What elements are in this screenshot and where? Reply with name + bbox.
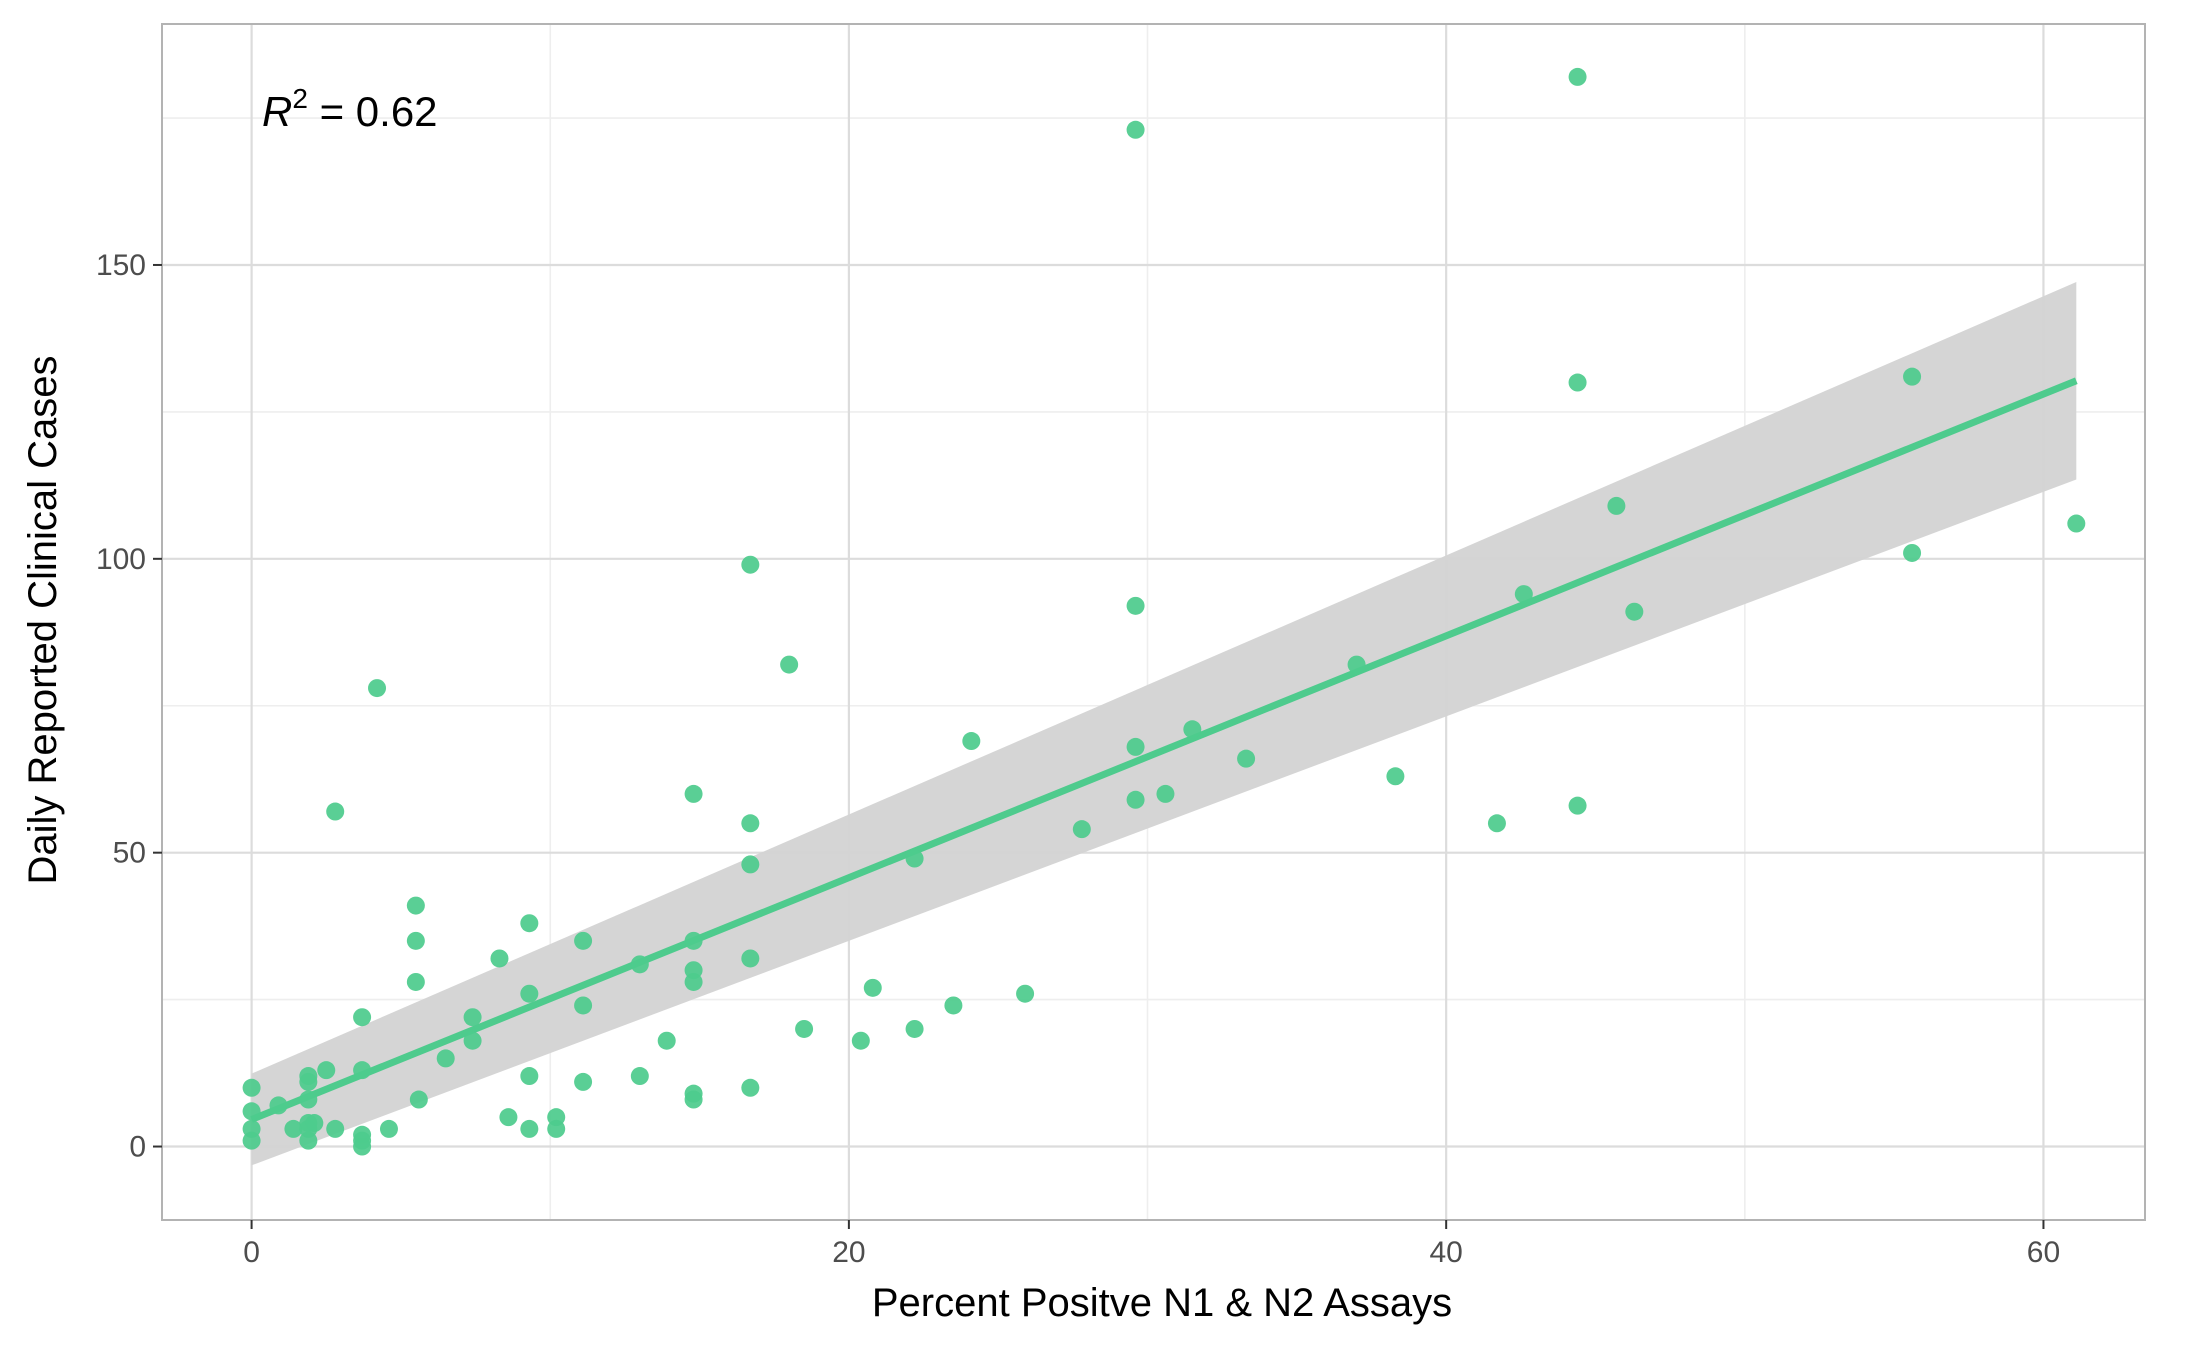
data-point xyxy=(741,555,760,574)
y-tick-label: 150 xyxy=(96,249,146,282)
x-tick-label: 40 xyxy=(1429,1236,1462,1269)
data-point xyxy=(463,1031,482,1050)
data-point xyxy=(1568,796,1587,815)
data-point xyxy=(1347,655,1366,674)
data-point xyxy=(368,679,387,698)
data-point xyxy=(326,802,345,821)
data-points xyxy=(242,67,2086,1156)
data-point xyxy=(1903,543,1922,562)
data-point xyxy=(684,784,703,803)
data-point xyxy=(574,996,593,1015)
data-point xyxy=(630,1067,649,1086)
data-point xyxy=(684,931,703,950)
data-point xyxy=(520,1119,539,1138)
data-point xyxy=(409,1090,428,1109)
data-point xyxy=(490,949,509,968)
data-point xyxy=(547,1119,566,1138)
data-point xyxy=(353,1137,372,1156)
data-point xyxy=(657,1031,676,1050)
data-point xyxy=(1183,720,1202,739)
data-point xyxy=(1126,596,1145,615)
data-point xyxy=(1126,790,1145,809)
data-point xyxy=(299,1090,318,1109)
data-point xyxy=(905,849,924,868)
data-point xyxy=(630,955,649,974)
panel-border xyxy=(161,23,2146,1221)
data-point xyxy=(406,972,425,991)
data-point xyxy=(1514,585,1533,604)
data-point xyxy=(1386,767,1405,786)
data-point xyxy=(269,1096,288,1115)
data-point xyxy=(305,1114,324,1133)
data-point xyxy=(863,978,882,997)
x-tick-label: 20 xyxy=(832,1236,865,1269)
data-point xyxy=(741,949,760,968)
data-point xyxy=(1072,820,1091,839)
data-point xyxy=(574,931,593,950)
data-point xyxy=(284,1119,303,1138)
data-point xyxy=(463,1008,482,1027)
r-squared-sup: 2 xyxy=(292,83,308,114)
y-axis-ticks: 0 50 100 150 xyxy=(96,249,162,1164)
data-point xyxy=(574,1072,593,1091)
x-tick-label: 0 xyxy=(243,1236,260,1269)
data-point xyxy=(944,996,963,1015)
data-point xyxy=(299,1131,318,1150)
data-point xyxy=(242,1078,261,1097)
regression-line xyxy=(250,377,2078,1123)
y-tick-label: 100 xyxy=(96,543,146,576)
r-squared-value: = 0.62 xyxy=(308,88,438,135)
data-point xyxy=(406,931,425,950)
data-point xyxy=(353,1061,372,1080)
data-point xyxy=(353,1008,372,1027)
data-point xyxy=(1126,737,1145,756)
data-point xyxy=(1903,367,1922,386)
data-point xyxy=(520,1067,539,1086)
data-point xyxy=(741,855,760,874)
data-point xyxy=(1625,602,1644,621)
y-tick-label: 50 xyxy=(113,837,146,870)
data-point xyxy=(242,1131,261,1150)
r-squared-var: R xyxy=(262,88,292,135)
data-point xyxy=(851,1031,870,1050)
data-point xyxy=(242,1102,261,1121)
data-point xyxy=(684,972,703,991)
data-point xyxy=(741,814,760,833)
data-point xyxy=(1568,373,1587,392)
x-axis-ticks: 0 20 40 60 xyxy=(243,1220,2060,1269)
data-point xyxy=(684,1090,703,1109)
data-point xyxy=(379,1119,398,1138)
data-point xyxy=(1237,749,1256,768)
data-point xyxy=(326,1119,345,1138)
data-point xyxy=(780,655,799,674)
data-point xyxy=(1568,67,1587,86)
data-point xyxy=(2067,514,2086,533)
data-point xyxy=(1126,120,1145,139)
data-point xyxy=(406,896,425,915)
r-squared-annotation: R2 = 0.62 xyxy=(262,83,438,135)
x-tick-label: 60 xyxy=(2027,1236,2060,1269)
data-point xyxy=(1607,496,1626,515)
data-point xyxy=(299,1072,318,1091)
data-point xyxy=(317,1061,336,1080)
data-point xyxy=(1487,814,1506,833)
data-point xyxy=(499,1108,518,1127)
data-point xyxy=(436,1049,455,1068)
y-axis-title: Daily Reported Clinical Cases xyxy=(21,355,65,884)
data-point xyxy=(741,1078,760,1097)
data-point xyxy=(795,1019,814,1038)
data-point xyxy=(962,732,981,751)
data-point xyxy=(905,1019,924,1038)
data-point xyxy=(1156,784,1175,803)
y-tick-label: 0 xyxy=(129,1131,146,1164)
data-point xyxy=(520,914,539,933)
data-point xyxy=(520,984,539,1003)
data-point xyxy=(1016,984,1035,1003)
x-axis-title: Percent Positve N1 & N2 Assays xyxy=(872,1281,1452,1325)
